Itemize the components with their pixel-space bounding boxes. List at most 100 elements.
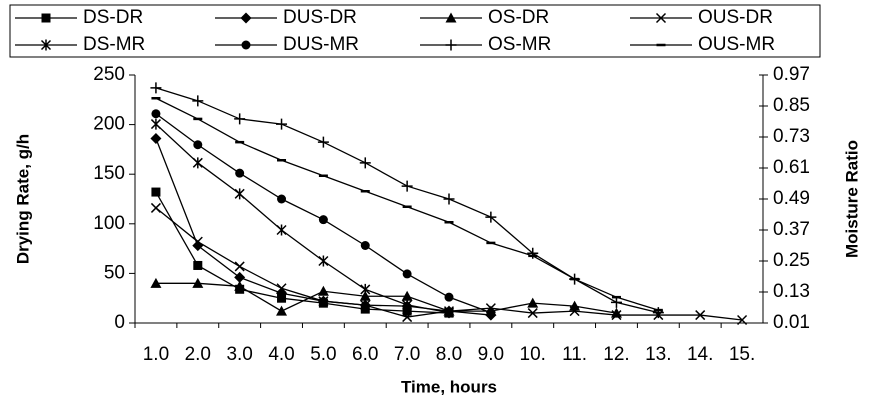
series-line [155,207,743,321]
x-tick-label: 9.0 [478,344,504,365]
legend-marker [445,12,457,23]
data-point [317,136,329,148]
data-point [443,193,455,205]
x-tick-label: 2.0 [185,344,211,365]
y2-tick-label: 0.61 [773,157,810,178]
data-point [150,118,161,130]
legend-marker [40,39,52,51]
x-tick-label: 1.0 [143,344,169,365]
y-tick-label: 100 [93,213,125,234]
series-line [155,282,617,314]
data-point [192,277,204,288]
y-axis-title: Drying Rate, g/h [13,134,32,264]
data-point [401,290,413,301]
x-axis-title: Time, hours [401,377,497,396]
data-point [192,236,203,247]
data-point [234,271,246,283]
data-point [402,312,413,323]
data-point [737,314,748,326]
data-point [234,113,246,125]
y-tick-label: 0 [114,312,125,333]
x-tick-label: 14. [687,344,713,365]
legend-label: DUS-DR [283,7,357,28]
data-point [360,300,371,311]
x-tick-label: 3.0 [226,344,252,365]
data-point [193,140,203,150]
data-point [151,109,161,119]
legend-marker [240,12,252,24]
y2-tick-label: 0.13 [773,281,810,302]
y2-tick-label: 0.37 [773,219,810,240]
data-point [402,269,412,279]
data-point [695,310,706,321]
data-point [485,211,497,223]
y-tick-label: 250 [93,64,125,85]
x-tick-label: 10. [520,344,546,365]
x-tick-label: 6.0 [352,344,378,365]
data-point [317,285,329,296]
x-tick-label: 11. [562,344,587,365]
data-point [527,308,538,319]
data-point [150,132,162,144]
legend-label: OUS-DR [698,7,773,28]
y2-axis-title: Moisture Ratio [842,140,861,258]
legend-label: OS-DR [488,7,549,28]
y2-tick-label: 0.49 [773,188,810,209]
data-point [276,305,288,316]
data-point [150,277,162,288]
y2-tick-label: 0.25 [773,250,810,271]
legend-marker [41,13,51,23]
data-point [359,157,371,169]
data-point [318,255,329,267]
legend-label: DS-DR [83,7,143,28]
data-point [193,260,203,270]
data-point [611,310,622,321]
y2-tick-label: 0.73 [773,126,810,147]
data-point [610,296,622,308]
data-point [234,261,245,272]
data-point [569,306,580,317]
x-tick-label: 15. [729,344,755,365]
data-point [234,188,245,200]
data-point [318,296,329,307]
y2-tick-label: 0.97 [773,64,810,85]
data-point [527,297,539,308]
data-point [359,290,371,301]
x-tick-label: 7.0 [394,344,420,365]
data-point [318,215,328,225]
y-tick-label: 150 [93,163,125,184]
data-point [150,82,162,94]
legend-label: OS-MR [488,34,551,55]
data-point [150,202,161,213]
y-tick-label: 50 [104,262,125,283]
data-point [402,299,413,311]
y2-tick-label: 0.01 [773,312,810,333]
legend-box [9,4,821,58]
data-point [235,168,245,178]
data-point [276,224,287,236]
data-point [444,292,454,302]
data-point [234,280,246,291]
y2-tick-label: 0.85 [773,95,810,116]
data-point [276,118,288,130]
legend-marker [445,39,457,51]
legend-label: DUS-MR [283,34,359,55]
legend-marker [241,40,251,50]
data-point [486,308,496,318]
x-tick-label: 13. [645,344,671,365]
y-tick-label: 200 [93,114,125,135]
series-line [155,87,659,314]
x-tick-label: 12. [603,344,629,365]
x-tick-label: 4.0 [268,344,294,365]
series-line [155,123,450,314]
data-point [277,194,287,204]
data-point [401,180,413,192]
data-point [360,283,371,295]
data-point [192,95,204,107]
data-point [443,307,455,319]
data-point [276,283,287,294]
data-point [151,187,161,197]
legend-marker [655,12,667,24]
